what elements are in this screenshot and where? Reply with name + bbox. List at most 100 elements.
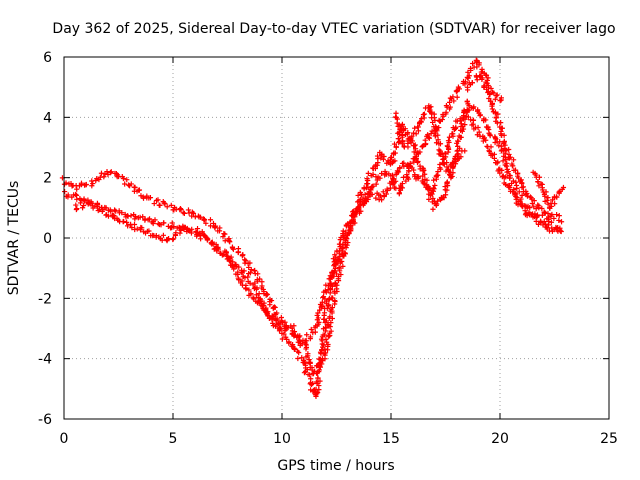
data-point xyxy=(464,84,471,90)
data-point xyxy=(257,276,263,282)
data-point xyxy=(259,285,265,291)
data-point xyxy=(304,332,310,338)
data-point xyxy=(426,135,432,141)
data-point xyxy=(505,168,511,175)
data-point xyxy=(315,389,321,396)
data-point xyxy=(374,153,381,159)
data-point xyxy=(340,248,346,254)
data-point xyxy=(178,206,184,213)
data-point xyxy=(211,241,217,247)
data-point xyxy=(255,271,261,277)
data-point xyxy=(546,214,552,220)
data-point xyxy=(171,207,177,213)
data-point xyxy=(374,177,380,183)
data-point xyxy=(440,194,446,201)
data-point xyxy=(462,81,468,87)
data-point xyxy=(451,160,457,166)
data-point xyxy=(373,195,379,201)
data-point xyxy=(169,220,175,226)
data-point xyxy=(226,255,232,261)
data-point xyxy=(469,80,475,86)
data-point xyxy=(73,202,79,208)
data-point xyxy=(303,344,310,350)
data-point xyxy=(261,307,267,313)
data-point xyxy=(286,339,292,345)
data-point xyxy=(427,192,434,198)
data-point xyxy=(328,320,334,326)
data-point xyxy=(357,196,363,203)
data-point xyxy=(312,329,318,335)
data-point xyxy=(529,200,535,207)
data-point xyxy=(342,251,349,257)
data-point xyxy=(426,186,432,192)
data-point xyxy=(73,191,79,198)
data-point xyxy=(379,170,385,177)
data-point xyxy=(541,209,547,215)
data-point xyxy=(435,137,441,143)
data-point xyxy=(442,192,449,198)
data-point xyxy=(108,208,114,214)
data-point xyxy=(247,270,254,276)
data-point xyxy=(476,62,482,68)
grid-lines xyxy=(64,57,609,419)
data-point xyxy=(202,233,208,239)
data-point xyxy=(414,159,420,165)
data-point xyxy=(539,185,545,191)
data-point xyxy=(489,152,496,158)
data-point xyxy=(254,285,260,291)
data-point xyxy=(322,319,328,326)
x-tick-labels: 0 5 10 15 20 25 xyxy=(60,431,618,447)
data-point xyxy=(471,104,477,110)
data-point xyxy=(548,219,555,225)
data-point xyxy=(464,98,470,104)
data-point xyxy=(397,126,404,132)
series-track-4 xyxy=(464,73,565,225)
data-point xyxy=(395,169,402,175)
data-point xyxy=(230,263,236,269)
data-point xyxy=(281,323,287,329)
data-point xyxy=(545,210,551,217)
data-point xyxy=(405,138,411,144)
data-point xyxy=(552,201,558,207)
data-point xyxy=(391,180,397,186)
data-point xyxy=(229,245,236,251)
data-point xyxy=(332,298,338,305)
data-point xyxy=(481,84,487,91)
data-point xyxy=(509,163,515,169)
data-point xyxy=(455,138,461,144)
data-point xyxy=(119,210,125,216)
data-point xyxy=(274,310,280,316)
data-point xyxy=(235,249,241,256)
data-point xyxy=(558,219,565,225)
data-point xyxy=(243,258,249,264)
data-point xyxy=(388,154,395,160)
data-point xyxy=(201,216,207,222)
data-point xyxy=(186,227,192,233)
data-point xyxy=(370,183,376,189)
data-point xyxy=(355,204,361,210)
data-point xyxy=(239,252,246,258)
data-point xyxy=(475,107,481,113)
data-point xyxy=(397,165,403,171)
data-point xyxy=(446,99,453,105)
series-track-6 xyxy=(530,169,567,211)
data-point xyxy=(230,246,237,252)
data-point xyxy=(281,331,287,337)
data-point xyxy=(511,167,517,173)
data-point xyxy=(135,215,141,221)
x-tick-label: 15 xyxy=(382,431,400,447)
data-point xyxy=(515,173,521,179)
data-point xyxy=(343,245,349,251)
data-point xyxy=(445,143,451,150)
data-point xyxy=(62,188,68,195)
data-point xyxy=(316,363,322,369)
data-point xyxy=(391,150,397,156)
data-point xyxy=(507,175,513,181)
data-point xyxy=(240,274,246,280)
data-point xyxy=(556,217,562,224)
data-point xyxy=(322,350,329,356)
data-point xyxy=(418,118,424,124)
data-point xyxy=(267,302,273,308)
data-point xyxy=(476,129,482,135)
data-point xyxy=(499,167,505,173)
